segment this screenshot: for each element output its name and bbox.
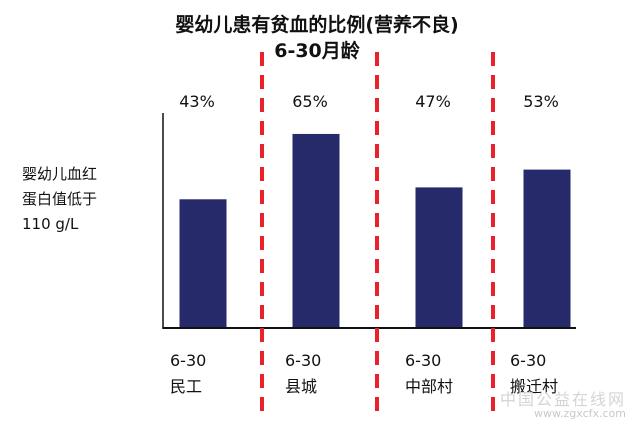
category-age-label-2: 6-30 <box>285 351 321 370</box>
value-label-2: 65% <box>292 92 328 111</box>
bar-1 <box>179 199 227 327</box>
value-label-1: 43% <box>179 92 215 111</box>
category-name-label-1: 民工 <box>170 377 202 396</box>
watermark-text: 中国公益在线网 <box>499 390 626 409</box>
bar-2 <box>292 133 340 327</box>
category-age-label-4: 6-30 <box>510 351 546 370</box>
category-age-label-1: 6-30 <box>170 351 206 370</box>
y-axis-label: 婴幼儿血红 蛋白值低于 110 g/L <box>22 162 152 237</box>
value-label-4: 53% <box>523 92 559 111</box>
bar-3 <box>415 187 463 327</box>
watermark-url: www.zgxcfx.com <box>534 407 626 420</box>
category-name-label-2: 县城 <box>285 377 317 396</box>
bar-4 <box>523 169 571 327</box>
y-axis-label-line-1: 婴幼儿血红 <box>22 165 98 183</box>
chart-title-line-1: 婴幼儿患有贫血的比例(营养不良) <box>175 14 459 36</box>
chart-title: 婴幼儿患有贫血的比例(营养不良) 6-30月龄 <box>0 12 634 64</box>
value-label-3: 47% <box>415 92 451 111</box>
category-name-label-3: 中部村 <box>405 377 453 396</box>
category-name-label-4: 搬迁村 <box>510 377 558 396</box>
chart-title-line-2: 6-30月龄 <box>274 40 360 62</box>
y-axis-label-line-3: 110 g/L <box>22 215 79 233</box>
watermark: 中国公益在线网 www.zgxcfx.com <box>499 390 626 421</box>
category-age-label-3: 6-30 <box>405 351 441 370</box>
y-axis-label-line-2: 蛋白值低于 <box>22 190 98 208</box>
